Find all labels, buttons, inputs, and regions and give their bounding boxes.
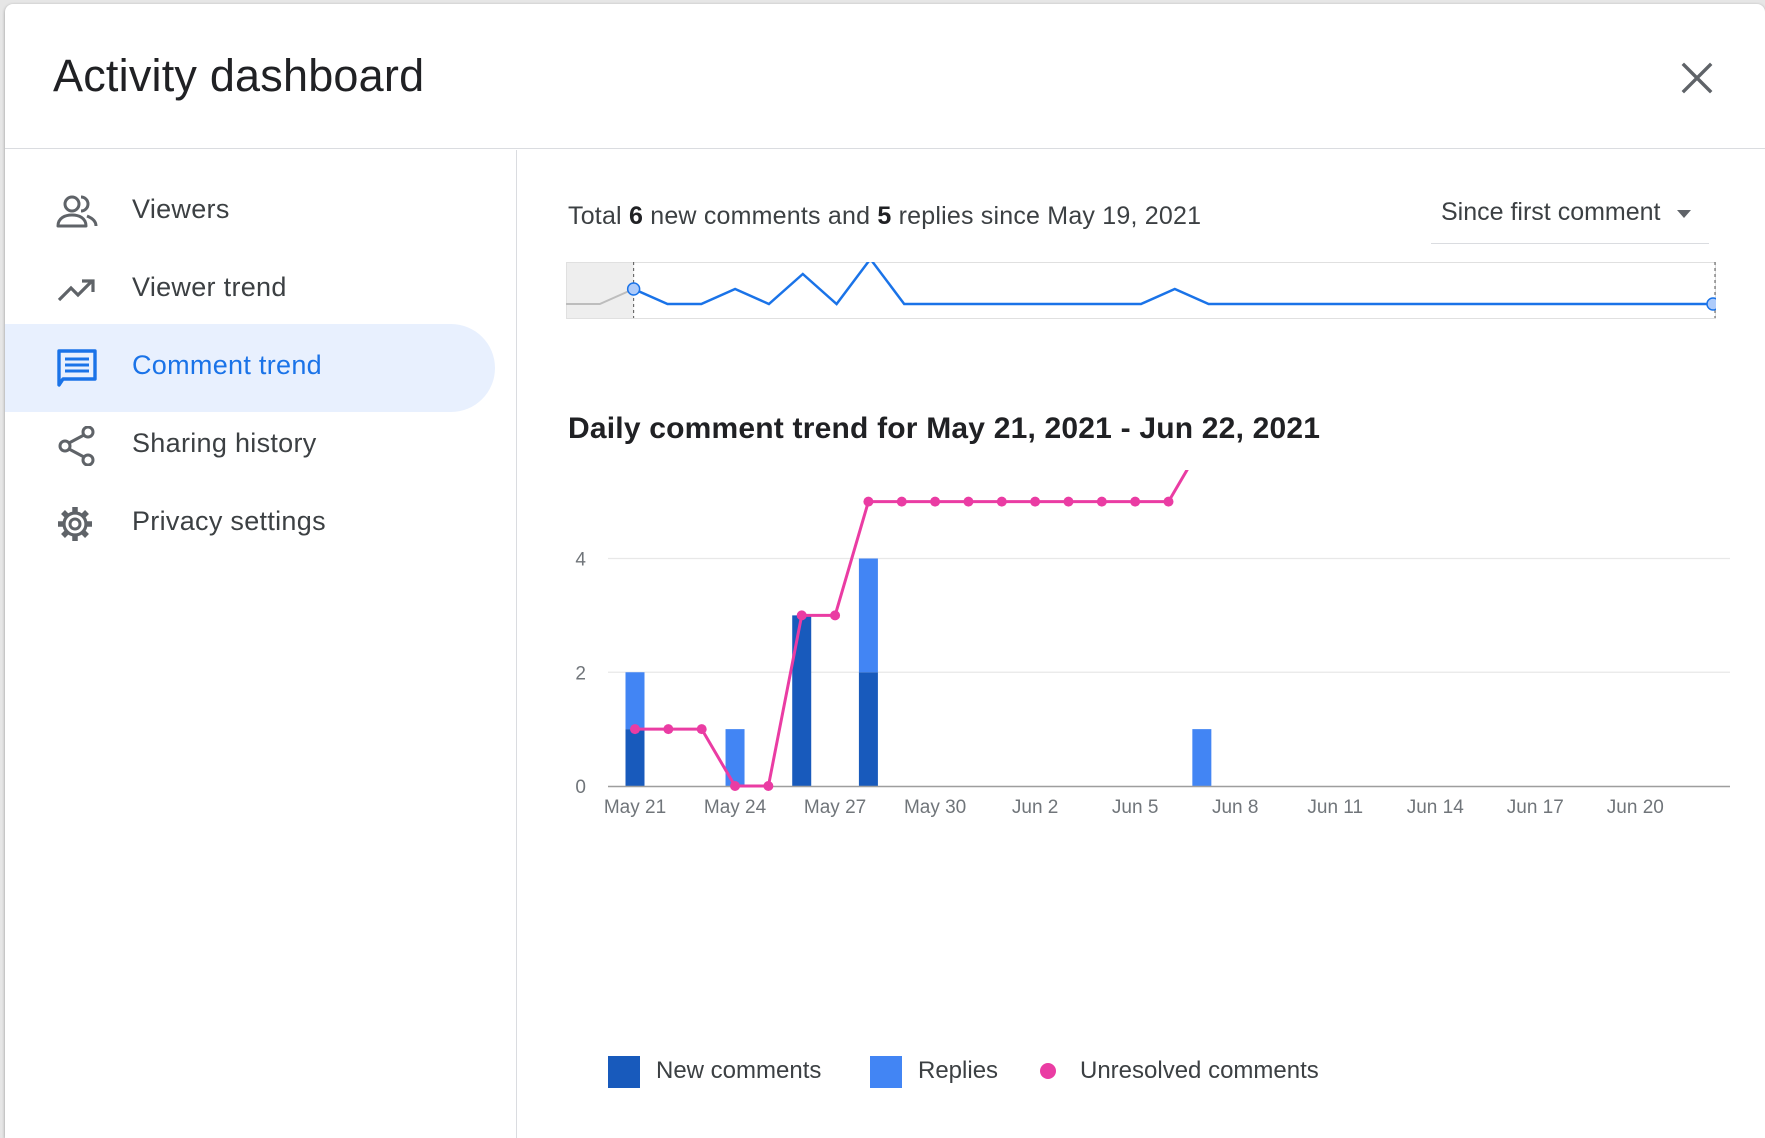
sidebar-item-label: Viewers (132, 194, 230, 224)
sidebar-item-label: Viewer trend (132, 272, 287, 302)
range-select-value: Since first comment (1441, 198, 1661, 226)
unresolved-comments-point (1063, 496, 1074, 507)
bar-new-comments (858, 672, 878, 786)
bar-replies (1192, 729, 1212, 786)
close-icon (1681, 62, 1713, 94)
gear-icon (58, 507, 92, 541)
bar-new-comments (792, 615, 812, 786)
x-tick-label: May 27 (804, 797, 866, 818)
x-tick-label: Jun 14 (1407, 797, 1464, 818)
sidebar-item-label: Comment trend (132, 350, 322, 380)
unresolved-comments-point (930, 496, 941, 507)
x-tick-label: Jun 11 (1307, 797, 1363, 818)
bar-new-comments (625, 729, 645, 786)
people-icon (56, 195, 98, 228)
comment-trend-panel: Total 6 new comments and 5 replies since… (518, 150, 1765, 1138)
legend-swatch (870, 1056, 902, 1088)
unresolved-comments-point (1130, 496, 1141, 507)
unresolved-comments-point (730, 781, 741, 791)
overview-frame (566, 262, 1716, 319)
caret-down-icon (1677, 210, 1691, 218)
sidebar-item-label: Sharing history (132, 428, 317, 458)
unresolved-comments-point (996, 496, 1007, 507)
x-tick-label: Jun 5 (1112, 797, 1158, 818)
x-tick-label: Jun 20 (1607, 797, 1664, 818)
overview-start-handle[interactable] (626, 282, 641, 296)
dialog-title: Activity dashboard (53, 50, 425, 101)
unresolved-comments-point (863, 496, 874, 507)
unresolved-comments-point (763, 781, 774, 791)
unresolved-comments-point (963, 496, 974, 507)
comment-summary: Total 6 new comments and 5 replies since… (568, 202, 1202, 230)
x-tick-label: May 24 (704, 797, 767, 818)
replies-count: 5 (877, 202, 892, 230)
unresolved-comments-point (830, 610, 841, 621)
x-tick-label: Jun 2 (1012, 797, 1058, 818)
overview-line-unselected (566, 288, 635, 305)
sidebar: Viewers Viewer trend Comment trend Sha (5, 150, 517, 1138)
unresolved-comments-point (796, 610, 807, 621)
overview-range-chart[interactable] (566, 262, 1716, 326)
share-icon (58, 426, 95, 466)
close-button[interactable] (1675, 56, 1719, 100)
x-tick-label: Jun 8 (1212, 797, 1258, 818)
overview-line (633, 262, 1716, 306)
range-select[interactable]: Since first comment (1431, 194, 1709, 244)
overview-end-handle[interactable] (1706, 297, 1716, 311)
activity-dashboard-dialog: Activity dashboard Viewers Viewer trend (5, 4, 1765, 1138)
chart-title: Daily comment trend for May 21, 2021 - J… (568, 412, 1321, 445)
sidebar-item-comment-trend[interactable]: Comment trend (5, 324, 495, 412)
unresolved-comments-point (1096, 496, 1107, 507)
sidebar-item-sharing-history[interactable]: Sharing history (5, 402, 495, 490)
sidebar-item-privacy-settings[interactable]: Privacy settings (5, 480, 495, 568)
sidebar-item-label: Privacy settings (132, 506, 326, 536)
unresolved-comments-point (1030, 496, 1041, 507)
x-tick-label: May 21 (604, 797, 666, 818)
sidebar-item-viewers[interactable]: Viewers (5, 168, 495, 256)
bar-replies (858, 558, 878, 673)
y-tick-label: 4 (575, 550, 586, 571)
legend-dot (1040, 1063, 1056, 1079)
sidebar-item-viewer-trend[interactable]: Viewer trend (5, 246, 495, 334)
bar-replies (725, 729, 745, 786)
x-tick-label: Jun 17 (1507, 797, 1564, 818)
unresolved-comments-point (1163, 496, 1174, 507)
new-comments-count: 6 (628, 202, 644, 230)
trending-up-icon (57, 279, 95, 302)
comment-icon (57, 349, 97, 387)
legend-swatch (608, 1056, 640, 1088)
x-tick-label: May 30 (904, 797, 966, 818)
unresolved-comments-point (630, 724, 640, 735)
y-tick-label: 0 (575, 777, 586, 798)
unresolved-comments-point (663, 724, 674, 735)
unresolved-comments-point (896, 496, 907, 507)
bar-replies (625, 672, 645, 730)
dialog-header: Activity dashboard (5, 4, 1765, 149)
overview-unselected-region (566, 262, 634, 318)
unresolved-comments-point (696, 724, 707, 735)
y-tick-label: 2 (575, 663, 586, 684)
